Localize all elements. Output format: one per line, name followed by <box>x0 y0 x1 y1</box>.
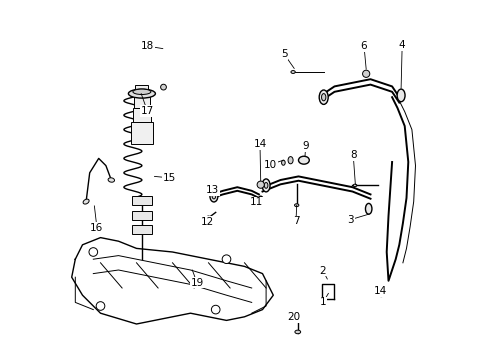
Circle shape <box>211 305 220 314</box>
Circle shape <box>376 288 385 297</box>
Text: 9: 9 <box>302 141 308 151</box>
Text: 3: 3 <box>346 215 353 225</box>
Text: 13: 13 <box>206 185 219 195</box>
Circle shape <box>222 255 230 264</box>
Bar <box>133 108 151 122</box>
Circle shape <box>96 302 104 310</box>
Circle shape <box>160 84 166 90</box>
Text: 12: 12 <box>201 217 214 227</box>
Ellipse shape <box>262 179 269 192</box>
Ellipse shape <box>294 330 300 334</box>
Text: 14: 14 <box>253 139 266 149</box>
Text: 4: 4 <box>398 40 405 50</box>
Bar <box>134 94 149 108</box>
Ellipse shape <box>287 157 292 164</box>
Bar <box>135 85 148 94</box>
Text: 15: 15 <box>163 173 176 183</box>
Circle shape <box>257 181 264 188</box>
Bar <box>132 225 152 234</box>
Ellipse shape <box>209 190 218 202</box>
Ellipse shape <box>108 178 114 182</box>
Text: 8: 8 <box>349 150 356 160</box>
Ellipse shape <box>321 94 325 101</box>
Circle shape <box>362 70 369 77</box>
Ellipse shape <box>258 196 263 203</box>
Text: 5: 5 <box>280 49 287 59</box>
Ellipse shape <box>212 194 215 199</box>
Bar <box>132 211 152 220</box>
Text: 10: 10 <box>264 159 276 170</box>
Ellipse shape <box>83 199 89 204</box>
Text: 11: 11 <box>249 197 263 207</box>
Ellipse shape <box>281 160 285 165</box>
Text: 16: 16 <box>90 222 103 233</box>
Text: 6: 6 <box>360 41 366 51</box>
Ellipse shape <box>290 71 295 73</box>
Bar <box>132 196 152 205</box>
Text: 1: 1 <box>319 297 325 307</box>
Text: 18: 18 <box>141 41 154 51</box>
Text: 2: 2 <box>319 266 325 276</box>
Ellipse shape <box>396 89 404 102</box>
Text: 20: 20 <box>286 312 300 322</box>
Text: 14: 14 <box>373 286 386 296</box>
Ellipse shape <box>352 184 356 187</box>
Text: 7: 7 <box>292 216 299 226</box>
Ellipse shape <box>294 204 298 207</box>
Ellipse shape <box>365 203 371 214</box>
Bar <box>131 122 152 144</box>
Text: 17: 17 <box>141 106 154 116</box>
Ellipse shape <box>133 89 151 95</box>
Ellipse shape <box>128 89 155 98</box>
Ellipse shape <box>298 156 309 164</box>
Circle shape <box>205 216 211 221</box>
Ellipse shape <box>264 183 267 188</box>
Circle shape <box>89 248 98 256</box>
Ellipse shape <box>319 90 327 104</box>
Text: 19: 19 <box>190 278 203 288</box>
